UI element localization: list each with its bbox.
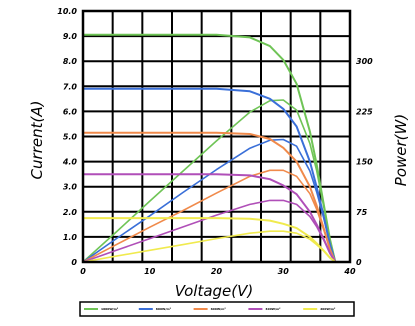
tick-labels: 0 1.0 2.0 3.0 4.0 5.0 6.0 7.0 8.0 9.0 10.0 0 75 150 22… bbox=[57, 7, 373, 276]
y-tick-label-left: 8.0 bbox=[63, 57, 78, 66]
y-axis-title-right: Power(W) bbox=[392, 114, 410, 186]
legend-label: 200W/m² bbox=[320, 307, 336, 311]
legend: 1000W/m² 800W/m² 600W/m² 400W/m² 200W/m² bbox=[79, 301, 355, 317]
power-curve-3 bbox=[82, 169, 337, 263]
legend-box bbox=[79, 301, 355, 317]
y-tick-label-right: 300 bbox=[356, 57, 373, 66]
x-tick-label: 0 bbox=[80, 267, 86, 276]
y-tick-label-left: 5.0 bbox=[63, 133, 78, 142]
power-curve-1 bbox=[82, 99, 337, 263]
x-tick-label: 20 bbox=[211, 267, 223, 276]
x-tick-label: 30 bbox=[278, 267, 290, 276]
power-curve-4 bbox=[82, 199, 336, 263]
y-tick-label-left: 0 bbox=[71, 258, 77, 267]
power-curve-5 bbox=[82, 230, 336, 263]
x-axis-title: Voltage(V) bbox=[175, 282, 254, 300]
power-curve-2 bbox=[82, 138, 337, 263]
plot-frame bbox=[81, 9, 352, 264]
y-tick-label-left: 3.0 bbox=[63, 183, 78, 192]
legend-label: 400W/m² bbox=[265, 307, 281, 311]
y-axis-title-left: Current(A) bbox=[28, 101, 46, 180]
x-tick-label: 40 bbox=[343, 267, 356, 276]
y-tick-label-left: 10.0 bbox=[57, 7, 77, 16]
y-tick-label-left: 2.0 bbox=[63, 208, 78, 217]
plot-border bbox=[81, 9, 352, 264]
axis-titles: Voltage(V) Current(A) Power(W) bbox=[28, 101, 410, 300]
x-tick-label: 10 bbox=[144, 267, 156, 276]
legend-label: 1000W/m² bbox=[101, 307, 119, 311]
y-tick-label-right: 150 bbox=[356, 158, 373, 167]
y-tick-label-right: 225 bbox=[356, 107, 373, 116]
y-tick-label-left: 7.0 bbox=[63, 82, 78, 91]
y-tick-label-right: 75 bbox=[356, 208, 368, 217]
y-tick-label-left: 4.0 bbox=[62, 158, 78, 167]
y-tick-label-left: 6.0 bbox=[63, 107, 78, 116]
legend-label: 800W/m² bbox=[156, 307, 172, 311]
legend-label: 600W/m² bbox=[211, 307, 227, 311]
y-tick-label-left: 9.0 bbox=[63, 32, 78, 41]
y-tick-label-left: 1.0 bbox=[63, 233, 78, 242]
series-layer bbox=[82, 33, 337, 263]
y-tick-label-right: 0 bbox=[356, 258, 362, 267]
